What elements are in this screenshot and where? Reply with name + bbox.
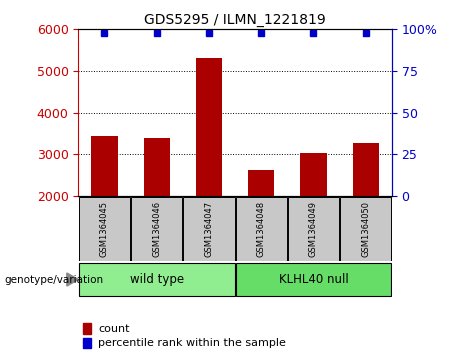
FancyBboxPatch shape	[79, 263, 235, 296]
FancyBboxPatch shape	[340, 197, 391, 261]
FancyBboxPatch shape	[79, 197, 130, 261]
Text: count: count	[98, 323, 130, 334]
Text: GSM1364050: GSM1364050	[361, 201, 370, 257]
Polygon shape	[67, 273, 78, 286]
FancyBboxPatch shape	[288, 197, 339, 261]
FancyBboxPatch shape	[131, 197, 183, 261]
Bar	[196, 58, 222, 196]
Text: GSM1364048: GSM1364048	[257, 201, 266, 257]
FancyBboxPatch shape	[236, 197, 287, 261]
FancyBboxPatch shape	[183, 197, 235, 261]
Bar	[301, 154, 326, 196]
Text: GSM1364049: GSM1364049	[309, 201, 318, 257]
Text: GSM1364047: GSM1364047	[205, 201, 213, 257]
FancyBboxPatch shape	[236, 263, 391, 296]
Bar	[248, 170, 274, 196]
Bar	[83, 338, 91, 348]
Text: percentile rank within the sample: percentile rank within the sample	[98, 338, 286, 348]
Title: GDS5295 / ILMN_1221819: GDS5295 / ILMN_1221819	[144, 13, 326, 26]
Text: genotype/variation: genotype/variation	[5, 274, 104, 285]
Bar	[83, 323, 91, 334]
Bar	[353, 143, 379, 196]
Bar	[144, 138, 170, 196]
Text: KLHL40 null: KLHL40 null	[278, 273, 349, 286]
Text: GSM1364045: GSM1364045	[100, 201, 109, 257]
Bar	[91, 136, 118, 196]
Text: wild type: wild type	[130, 273, 184, 286]
Text: GSM1364046: GSM1364046	[152, 201, 161, 257]
